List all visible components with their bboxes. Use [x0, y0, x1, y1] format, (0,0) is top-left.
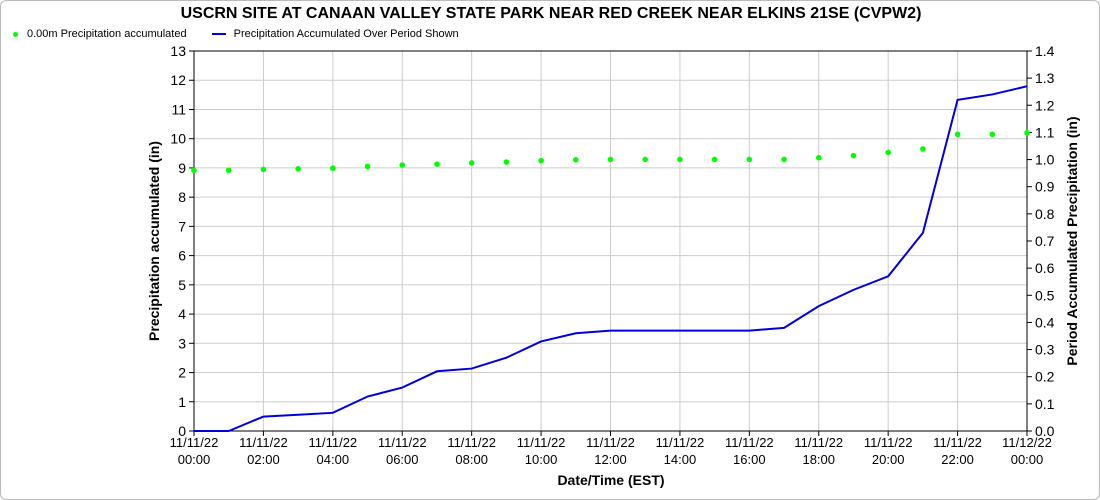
- y-tick-label-right: 0.3: [1035, 342, 1055, 358]
- data-point-station-accumulated: [711, 156, 718, 163]
- series-line-period-accumulated: [194, 85, 1028, 432]
- x-tick-label-time: 08:00: [455, 452, 488, 467]
- x-tick-label-date: 11/11/22: [308, 435, 357, 450]
- data-point-station-accumulated: [746, 156, 753, 163]
- x-tick-label-time: 10:00: [525, 452, 558, 467]
- data-point-station-accumulated: [364, 163, 371, 170]
- x-tick-label-time: 22:00: [941, 452, 974, 467]
- y-tick-label-left: 13: [170, 43, 186, 59]
- y-tick-label-right: 0.0: [1035, 423, 1055, 439]
- x-tick-label-date: 11/11/22: [864, 435, 913, 450]
- data-point-station-accumulated: [572, 156, 579, 163]
- x-tick-label-date: 11/11/22: [170, 435, 219, 450]
- y-tick-label-left: 5: [178, 277, 186, 293]
- data-point-station-accumulated: [295, 166, 301, 172]
- y-tick-label-right: 1.4: [1035, 43, 1055, 59]
- data-point-station-accumulated: [989, 131, 996, 138]
- x-tick-label-date: 11/11/22: [239, 435, 288, 450]
- y-tick-label-left: 6: [178, 248, 186, 264]
- data-point-station-accumulated: [885, 149, 891, 156]
- data-point-station-accumulated: [260, 166, 267, 173]
- data-point-station-accumulated: [607, 156, 614, 163]
- x-tick-label-date: 11/11/22: [517, 435, 566, 450]
- x-tick-label-date: 11/11/22: [378, 435, 427, 450]
- x-tick-label-date: 11/11/22: [447, 435, 496, 450]
- x-tick-label-time: 14:00: [664, 452, 697, 467]
- y-tick-label-left: 1: [178, 394, 186, 410]
- y-tick-label-right: 0.5: [1035, 287, 1055, 303]
- x-tick-label-time: 04:00: [317, 452, 350, 467]
- data-point-station-accumulated: [781, 156, 787, 163]
- x-tick-label-date: 11/11/22: [794, 435, 843, 450]
- x-tick-label-date: 11/11/22: [933, 435, 982, 450]
- data-point-station-accumulated: [677, 156, 683, 163]
- y-tick-label-left: 10: [170, 131, 186, 147]
- plot-area-border: [193, 50, 1028, 432]
- legend-item-station-accumulated: 0.00m Precipitation accumulated: [13, 28, 187, 40]
- x-tick-label-time: 12:00: [594, 452, 627, 467]
- y-axis-label-left: Precipitation accumulated (in): [146, 141, 162, 341]
- data-point-station-accumulated: [399, 162, 406, 168]
- data-point-station-accumulated: [503, 159, 510, 165]
- data-point-station-accumulated: [920, 146, 926, 152]
- y-tick-label-right: 0.7: [1035, 233, 1055, 249]
- data-point-station-accumulated: [434, 161, 440, 167]
- y-tick-label-right: 0.9: [1035, 179, 1055, 195]
- y-tick-label-left: 9: [178, 160, 186, 176]
- axis-layer: 0123456789101112130.00.10.20.30.40.50.60…: [170, 43, 1055, 467]
- y-tick-label-right: 0.2: [1035, 369, 1055, 385]
- y-tick-label-left: 7: [178, 218, 186, 234]
- legend-label-station-accumulated: 0.00m Precipitation accumulated: [27, 28, 187, 41]
- y-tick-label-left: 12: [170, 72, 186, 88]
- x-tick-label-time: 00:00: [1011, 452, 1044, 467]
- series-layer: [191, 85, 1030, 432]
- y-tick-label-left: 3: [178, 335, 186, 351]
- x-tick-label-time: 18:00: [802, 452, 835, 467]
- y-tick-label-right: 1.3: [1035, 70, 1055, 86]
- legend-item-period-accumulated: Precipitation Accumulated Over Period Sh…: [211, 28, 459, 41]
- grid-layer: [193, 50, 1028, 432]
- y-tick-label-right: 1.2: [1035, 97, 1055, 113]
- data-point-station-accumulated: [468, 160, 475, 166]
- x-tick-label-time: 16:00: [733, 452, 766, 467]
- data-point-station-accumulated: [538, 157, 544, 164]
- legend: 0.00m Precipitation accumulated Precipit…: [13, 28, 481, 40]
- y-tick-label-right: 1.0: [1035, 152, 1055, 168]
- legend-dot-marker: [13, 31, 18, 37]
- data-point-station-accumulated: [225, 167, 232, 174]
- y-tick-label-right: 0.8: [1035, 206, 1055, 222]
- data-point-station-accumulated: [330, 165, 336, 172]
- legend-line-marker: [211, 33, 226, 36]
- y-tick-label-left: 0: [178, 423, 186, 439]
- chart-title: USCRN SITE AT CANAAN VALLEY STATE PARK N…: [180, 5, 922, 22]
- x-tick-label-date: 11/11/22: [586, 435, 635, 450]
- y-tick-label-right: 0.4: [1035, 314, 1055, 330]
- x-tick-label-time: 00:00: [178, 452, 211, 467]
- data-point-station-accumulated: [191, 167, 197, 174]
- x-axis-label: Date/Time (EST): [557, 472, 664, 488]
- y-tick-label-left: 11: [171, 101, 186, 117]
- data-point-station-accumulated: [815, 154, 822, 161]
- data-point-station-accumulated: [642, 156, 649, 163]
- x-tick-label-date: 11/11/22: [656, 435, 705, 450]
- x-tick-label-date: 11/11/22: [725, 435, 774, 450]
- data-point-station-accumulated: [850, 152, 857, 159]
- y-tick-label-right: 1.1: [1035, 124, 1055, 140]
- data-point-station-accumulated: [1024, 130, 1030, 136]
- x-tick-label-date: 11/12/22: [1002, 435, 1052, 450]
- legend-label-period-accumulated: Precipitation Accumulated Over Period Sh…: [233, 28, 459, 41]
- y-axis-label-right: Period Accumulated Precipitation (in): [1064, 116, 1080, 365]
- x-tick-label-time: 20:00: [872, 452, 905, 467]
- y-tick-label-left: 4: [178, 306, 186, 322]
- x-tick-label-time: 02:00: [247, 452, 280, 467]
- y-tick-label-right: 0.6: [1035, 260, 1055, 276]
- y-tick-label-left: 8: [178, 189, 186, 205]
- y-tick-label-right: 0.1: [1035, 396, 1055, 412]
- data-point-station-accumulated: [954, 131, 961, 138]
- y-tick-label-left: 2: [178, 365, 186, 381]
- x-tick-label-time: 06:00: [386, 452, 419, 467]
